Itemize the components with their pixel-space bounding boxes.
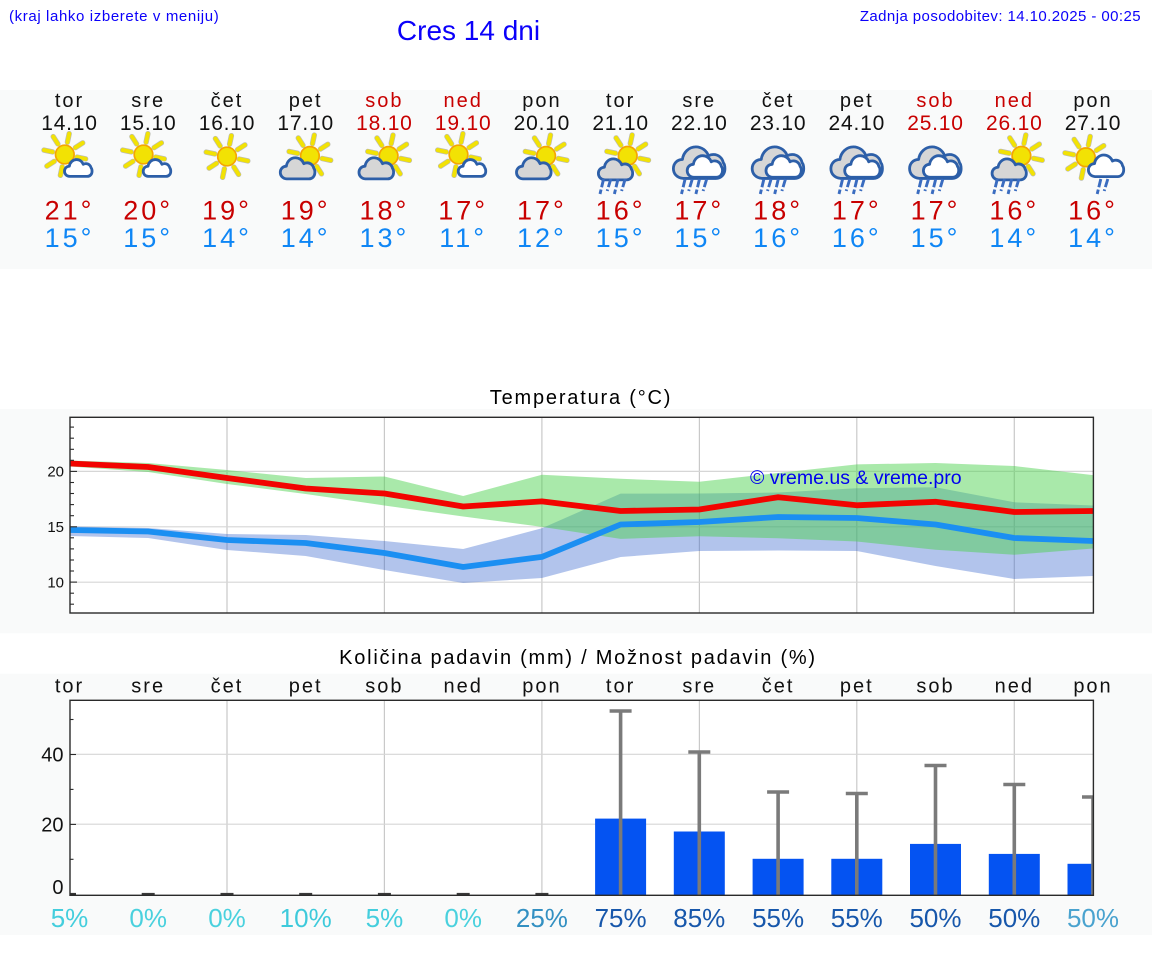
svg-text:tor: tor xyxy=(55,675,84,697)
svg-text:16°: 16° xyxy=(989,196,1039,226)
svg-text:23.10: 23.10 xyxy=(750,112,807,135)
svg-text:5%: 5% xyxy=(51,903,89,933)
svg-text:14°: 14° xyxy=(1068,223,1118,253)
svg-text:15°: 15° xyxy=(123,223,173,253)
svg-text:© vreme.us & vreme.pro: © vreme.us & vreme.pro xyxy=(750,467,962,489)
svg-text:pon: pon xyxy=(522,675,561,697)
svg-text:0: 0 xyxy=(52,877,63,899)
svg-text:5%: 5% xyxy=(366,903,404,933)
svg-text:50%: 50% xyxy=(988,903,1040,933)
svg-text:16°: 16° xyxy=(596,196,646,226)
svg-text:17°: 17° xyxy=(832,196,882,226)
svg-text:Cres 14 dni: Cres 14 dni xyxy=(397,15,540,46)
svg-text:40: 40 xyxy=(41,745,63,767)
svg-text:(kraj lahko izberete v meniju): (kraj lahko izberete v meniju) xyxy=(9,8,219,25)
svg-text:11°: 11° xyxy=(439,223,487,253)
svg-text:sob: sob xyxy=(365,90,403,112)
svg-text:0%: 0% xyxy=(129,903,167,933)
svg-text:19°: 19° xyxy=(281,196,331,226)
svg-text:17.10: 17.10 xyxy=(277,112,334,135)
svg-text:14°: 14° xyxy=(281,223,331,253)
svg-text:sob: sob xyxy=(365,675,403,697)
svg-text:18.10: 18.10 xyxy=(356,112,413,135)
svg-text:14°: 14° xyxy=(989,223,1039,253)
svg-text:20.10: 20.10 xyxy=(514,112,571,135)
svg-text:pet: pet xyxy=(840,675,874,697)
svg-text:16.10: 16.10 xyxy=(199,112,256,135)
svg-text:pon: pon xyxy=(1073,675,1112,697)
svg-text:26.10: 26.10 xyxy=(986,112,1043,135)
svg-text:Temperatura (°C): Temperatura (°C) xyxy=(490,387,672,409)
svg-text:20: 20 xyxy=(41,814,63,836)
svg-text:čet: čet xyxy=(211,90,244,112)
svg-text:75%: 75% xyxy=(595,903,647,933)
svg-text:sob: sob xyxy=(916,90,954,112)
svg-text:18°: 18° xyxy=(753,196,803,226)
svg-text:14.10: 14.10 xyxy=(41,112,98,135)
svg-text:13°: 13° xyxy=(359,223,409,253)
svg-text:18°: 18° xyxy=(359,196,409,226)
svg-text:19.10: 19.10 xyxy=(435,112,492,135)
svg-text:sre: sre xyxy=(682,90,716,112)
svg-text:sre: sre xyxy=(682,675,716,697)
svg-text:pon: pon xyxy=(522,90,561,112)
svg-text:17°: 17° xyxy=(438,196,488,226)
svg-text:čet: čet xyxy=(762,90,795,112)
svg-text:ned: ned xyxy=(444,90,483,112)
svg-text:24.10: 24.10 xyxy=(829,112,886,135)
svg-text:pet: pet xyxy=(840,90,874,112)
svg-text:55%: 55% xyxy=(752,903,804,933)
svg-text:17°: 17° xyxy=(674,196,724,226)
svg-text:sre: sre xyxy=(131,90,165,112)
svg-text:15°: 15° xyxy=(596,223,646,253)
svg-text:21°: 21° xyxy=(45,196,95,226)
svg-text:17°: 17° xyxy=(911,196,961,226)
svg-text:55%: 55% xyxy=(831,903,883,933)
svg-text:14°: 14° xyxy=(202,223,252,253)
svg-text:tor: tor xyxy=(55,90,84,112)
svg-text:pon: pon xyxy=(1073,90,1112,112)
svg-text:27.10: 27.10 xyxy=(1065,112,1122,135)
svg-text:Količina padavin (mm) / Možnos: Količina padavin (mm) / Možnost padavin … xyxy=(339,647,817,669)
svg-text:25%: 25% xyxy=(516,903,568,933)
svg-text:sob: sob xyxy=(916,675,954,697)
svg-text:16°: 16° xyxy=(1068,196,1118,226)
svg-text:pet: pet xyxy=(289,90,323,112)
svg-text:čet: čet xyxy=(762,675,795,697)
svg-text:pet: pet xyxy=(289,675,323,697)
svg-text:10: 10 xyxy=(47,574,64,591)
svg-text:0%: 0% xyxy=(444,903,482,933)
svg-text:17°: 17° xyxy=(517,196,567,226)
svg-text:tor: tor xyxy=(606,90,635,112)
svg-text:50%: 50% xyxy=(909,903,961,933)
svg-text:čet: čet xyxy=(211,675,244,697)
svg-text:22.10: 22.10 xyxy=(671,112,728,135)
svg-text:85%: 85% xyxy=(673,903,725,933)
svg-text:16°: 16° xyxy=(832,223,882,253)
svg-text:15: 15 xyxy=(47,519,64,536)
svg-text:15°: 15° xyxy=(674,223,724,253)
svg-text:10%: 10% xyxy=(280,903,332,933)
svg-text:Zadnja posodobitev: 14.10.2025: Zadnja posodobitev: 14.10.2025 - 00:25 xyxy=(860,8,1141,25)
svg-text:tor: tor xyxy=(606,675,635,697)
svg-text:50%: 50% xyxy=(1067,903,1119,933)
svg-text:15°: 15° xyxy=(911,223,961,253)
svg-text:sre: sre xyxy=(131,675,165,697)
svg-text:19°: 19° xyxy=(202,196,252,226)
svg-text:20°: 20° xyxy=(123,196,173,226)
svg-text:ned: ned xyxy=(444,675,483,697)
svg-text:ned: ned xyxy=(995,675,1034,697)
svg-text:16°: 16° xyxy=(753,223,803,253)
svg-text:0%: 0% xyxy=(208,903,246,933)
svg-text:20: 20 xyxy=(47,463,64,480)
svg-text:25.10: 25.10 xyxy=(907,112,964,135)
svg-text:ned: ned xyxy=(995,90,1034,112)
svg-text:12°: 12° xyxy=(517,223,567,253)
svg-text:15.10: 15.10 xyxy=(120,112,177,135)
svg-text:21.10: 21.10 xyxy=(592,112,649,135)
svg-text:15°: 15° xyxy=(45,223,95,253)
